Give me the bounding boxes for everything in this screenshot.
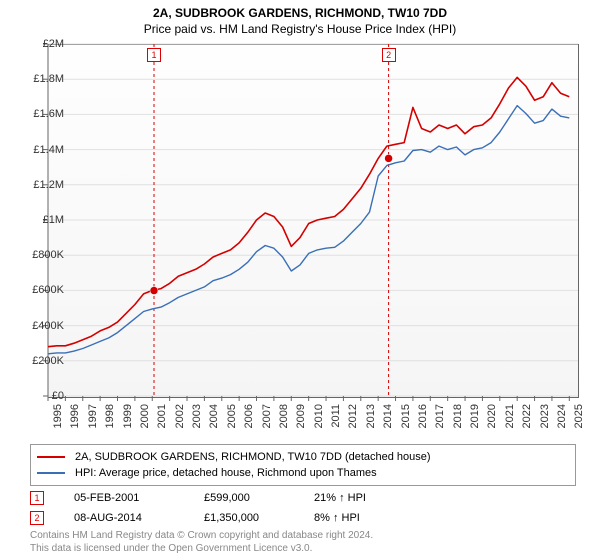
sales-table: 1 05-FEB-2001£599,00021% ↑ HPI 2 08-AUG-201… <box>30 488 424 528</box>
sale-date: 05-FEB-2001 <box>74 492 204 504</box>
x-axis-tick-label: 2012 <box>347 404 359 428</box>
sale-price: £1,350,000 <box>204 512 314 524</box>
x-axis-tick-label: 2022 <box>521 404 533 428</box>
sale-id-box: 1 <box>30 491 44 505</box>
y-axis-tick-label: £1.2M <box>33 179 64 191</box>
x-axis-tick-label: 2023 <box>539 404 551 428</box>
legend-label: HPI: Average price, detached house, Rich… <box>75 467 377 479</box>
x-axis-tick-label: 2013 <box>365 404 377 428</box>
chart-subtitle: Price paid vs. HM Land Registry's House … <box>0 22 600 36</box>
x-axis-tick-label: 2000 <box>139 404 151 428</box>
x-axis-tick-label: 2024 <box>556 404 568 428</box>
legend-row: HPI: Average price, detached house, Rich… <box>37 465 569 481</box>
y-axis-tick-label: £800K <box>32 249 64 261</box>
y-axis-tick-label: £200K <box>32 355 64 367</box>
legend-row: 2A, SUDBROOK GARDENS, RICHMOND, TW10 7DD… <box>37 449 569 465</box>
x-axis-tick-label: 2009 <box>295 404 307 428</box>
legend-swatch <box>37 456 65 458</box>
y-axis-tick-label: £1.4M <box>33 144 64 156</box>
x-axis-tick-label: 2016 <box>417 404 429 428</box>
x-axis-tick-label: 2010 <box>313 404 325 428</box>
y-axis-tick-label: £1M <box>43 214 64 226</box>
sale-diff: 8% ↑ HPI <box>314 512 424 524</box>
x-axis-tick-label: 2006 <box>243 404 255 428</box>
x-axis-tick-label: 2008 <box>278 404 290 428</box>
x-axis-tick-label: 2017 <box>434 404 446 428</box>
chart-area <box>48 44 578 396</box>
x-axis-tick-label: 1998 <box>104 404 116 428</box>
y-axis-tick-label: £2M <box>43 38 64 50</box>
legend: 2A, SUDBROOK GARDENS, RICHMOND, TW10 7DD… <box>30 444 576 486</box>
x-axis-tick-label: 2001 <box>156 404 168 428</box>
footer-line-2: This data is licensed under the Open Gov… <box>30 543 373 556</box>
x-axis-tick-label: 2011 <box>330 404 342 428</box>
y-axis-tick-label: £1.8M <box>33 73 64 85</box>
x-axis-tick-label: 2002 <box>174 404 186 428</box>
sale-marker-1: 1 <box>147 48 161 62</box>
x-axis-tick-label: 2018 <box>452 404 464 428</box>
sale-row: 1 05-FEB-2001£599,00021% ↑ HPI <box>30 488 424 508</box>
x-axis-tick-label: 2020 <box>486 404 498 428</box>
sale-id-box: 2 <box>30 511 44 525</box>
x-axis-tick-label: 1995 <box>52 404 64 428</box>
x-axis-tick-label: 2019 <box>469 404 481 428</box>
sale-row: 2 08-AUG-2014£1,350,0008% ↑ HPI <box>30 508 424 528</box>
legend-swatch <box>37 472 65 474</box>
x-axis-tick-label: 1996 <box>69 404 81 428</box>
x-axis-tick-label: 2025 <box>573 404 585 428</box>
x-axis-tick-label: 1997 <box>87 404 99 428</box>
x-axis-tick-label: 2014 <box>382 404 394 428</box>
footer-attribution: Contains HM Land Registry data © Crown c… <box>30 530 373 555</box>
x-axis-tick-label: 2004 <box>208 404 220 428</box>
y-axis-tick-label: £600K <box>32 284 64 296</box>
x-axis-tick-label: 2007 <box>261 404 273 428</box>
plot-svg <box>48 44 578 396</box>
y-axis-tick-label: £1.6M <box>33 108 64 120</box>
sale-diff: 21% ↑ HPI <box>314 492 424 504</box>
x-axis-tick-label: 2015 <box>400 404 412 428</box>
sale-marker-2: 2 <box>382 48 396 62</box>
x-axis-tick-label: 2003 <box>191 404 203 428</box>
sale-date: 08-AUG-2014 <box>74 512 204 524</box>
chart-title: 2A, SUDBROOK GARDENS, RICHMOND, TW10 7DD <box>0 6 600 20</box>
sale-price: £599,000 <box>204 492 314 504</box>
y-axis-tick-label: £400K <box>32 320 64 332</box>
x-axis-tick-label: 2021 <box>504 404 516 428</box>
x-axis-tick-label: 2005 <box>226 404 238 428</box>
y-axis-tick-label: £0 <box>52 390 64 402</box>
x-axis-tick-label: 1999 <box>122 404 134 428</box>
footer-line-1: Contains HM Land Registry data © Crown c… <box>30 530 373 543</box>
legend-label: 2A, SUDBROOK GARDENS, RICHMOND, TW10 7DD… <box>75 451 431 463</box>
